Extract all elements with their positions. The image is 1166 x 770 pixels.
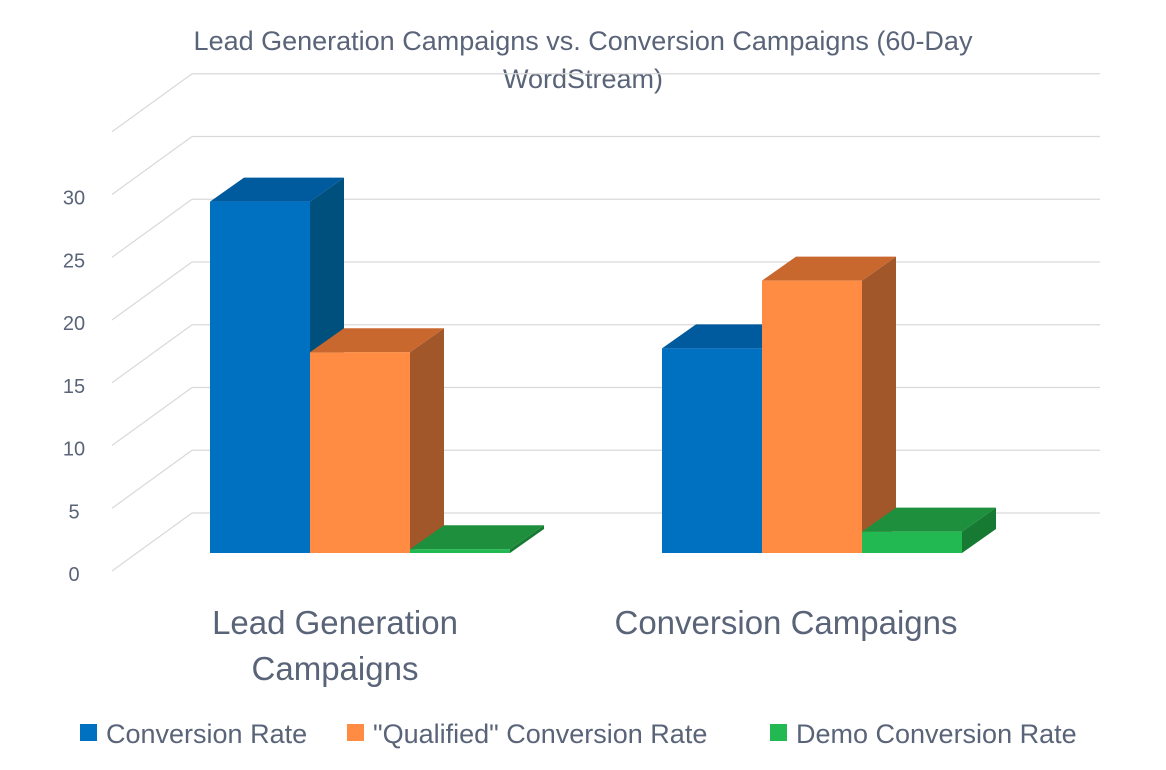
chart-title-line-2: WordStream): [503, 64, 663, 94]
gridline-side: [111, 73, 193, 133]
legend-label: "Qualified" Conversion Rate: [373, 719, 707, 749]
category-labels: Lead Generation Campaigns Conversion Campa…: [212, 604, 957, 687]
bar-qualified-conversion-rate-1: [310, 328, 444, 553]
bar-front-face: [662, 348, 762, 553]
gridline-side: [111, 136, 193, 195]
bar-qualified-conversion-rate-2: [762, 256, 896, 553]
y-tick-label: 0: [68, 564, 79, 586]
bar-front-face: [762, 280, 862, 553]
bar-demo-conversion-rate-1: [410, 525, 544, 553]
bar-side-face: [862, 256, 896, 553]
legend-swatch: [347, 724, 364, 741]
y-tick-label: 15: [63, 376, 85, 398]
bars: [210, 177, 996, 553]
y-axis-ticks: 0 5 10 15 20 25 30: [63, 188, 85, 587]
bar-demo-conversion-rate-2: [862, 507, 996, 553]
y-tick-label: 10: [63, 439, 85, 461]
category-label-line: Conversion Campaigns: [614, 604, 957, 641]
category-label-line: Campaigns: [252, 650, 419, 687]
y-tick-label: 20: [63, 313, 85, 335]
gridline-side: [111, 198, 193, 258]
bar-side-face: [410, 328, 444, 553]
gridline-side: [111, 449, 193, 509]
bar-front-face: [862, 531, 962, 553]
bar-top-face: [762, 256, 896, 281]
gridline-side: [111, 512, 193, 572]
bar-front-face: [410, 549, 510, 553]
bar-front-face: [310, 352, 410, 553]
bar-side-face: [962, 507, 996, 553]
legend-label: Conversion Rate: [106, 719, 307, 749]
bar-top-face: [862, 507, 996, 532]
legend-swatch: [770, 724, 787, 741]
gridline-side: [111, 387, 193, 446]
y-tick-label: 25: [63, 250, 85, 272]
bar-side-face: [510, 525, 544, 553]
y-tick-label: 5: [68, 501, 79, 523]
legend-item-conversion-rate: Conversion Rate: [80, 719, 307, 749]
category-label-2: Conversion Campaigns: [614, 604, 957, 641]
legend: Conversion Rate "Qualified" Conversion Ra…: [80, 719, 1077, 749]
bar-top-face: [210, 177, 344, 202]
legend-swatch: [80, 724, 97, 741]
bar-top-face: [410, 525, 544, 550]
legend-item-qualified-conversion-rate: "Qualified" Conversion Rate: [347, 719, 707, 749]
legend-item-demo-conversion-rate: Demo Conversion Rate: [770, 719, 1077, 749]
gridline-side: [111, 324, 193, 384]
chart-title: Lead Generation Campaigns vs. Conversion…: [194, 26, 973, 94]
gridline-side: [111, 261, 193, 321]
y-tick-label: 30: [63, 188, 85, 210]
bar-top-face: [310, 328, 444, 353]
category-label-line: Lead Generation: [212, 604, 458, 641]
chart-title-line-1: Lead Generation Campaigns vs. Conversion…: [194, 26, 973, 56]
bar-front-face: [210, 201, 310, 553]
category-label-1: Lead Generation Campaigns: [212, 604, 458, 687]
legend-label: Demo Conversion Rate: [796, 719, 1077, 749]
